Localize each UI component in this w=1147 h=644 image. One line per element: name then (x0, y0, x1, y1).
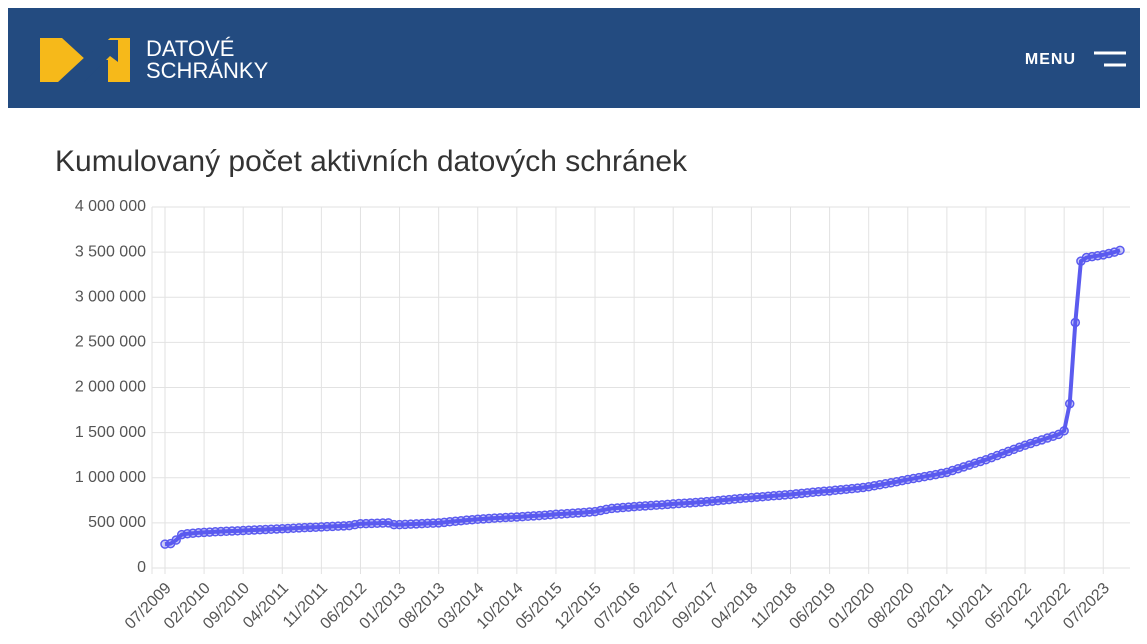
header-bar (8, 8, 1140, 108)
logo-shape (86, 38, 130, 82)
logo-shape (40, 38, 86, 82)
y-tick-label: 3 500 000 (75, 243, 146, 260)
point (1064, 398, 1075, 409)
y-tick-label: 0 (137, 559, 146, 576)
point (1115, 245, 1125, 256)
y-tick-label: 1 000 000 (75, 469, 146, 486)
menu-label: MENU (1025, 51, 1076, 68)
point (171, 535, 181, 545)
point (1070, 317, 1081, 328)
chart-title: Kumulovaný počet aktivních datových schr… (55, 145, 688, 178)
y-tick-label: 500 000 (88, 514, 146, 531)
logo-arrow (58, 40, 118, 82)
line (164, 248, 1121, 547)
y-tick-label: 3 000 000 (75, 288, 146, 305)
menu-button[interactable]: MENU (1025, 51, 1126, 68)
logo-text: DATOVÉ (146, 36, 234, 61)
y-tick-label: 2 000 000 (75, 379, 146, 396)
y-tick-label: 4 000 000 (75, 198, 146, 215)
logo[interactable]: DATOVÉ SCHRÁNKY (40, 36, 269, 83)
point (1059, 426, 1069, 436)
y-tick-label: 2 500 000 (75, 334, 146, 351)
chart: 0 500 000 1 000 000 1 500 000 2 000 000 2 500… (75, 198, 1130, 633)
logo-text: SCHRÁNKY (146, 58, 269, 83)
y-tick-label: 1 500 000 (75, 424, 146, 441)
